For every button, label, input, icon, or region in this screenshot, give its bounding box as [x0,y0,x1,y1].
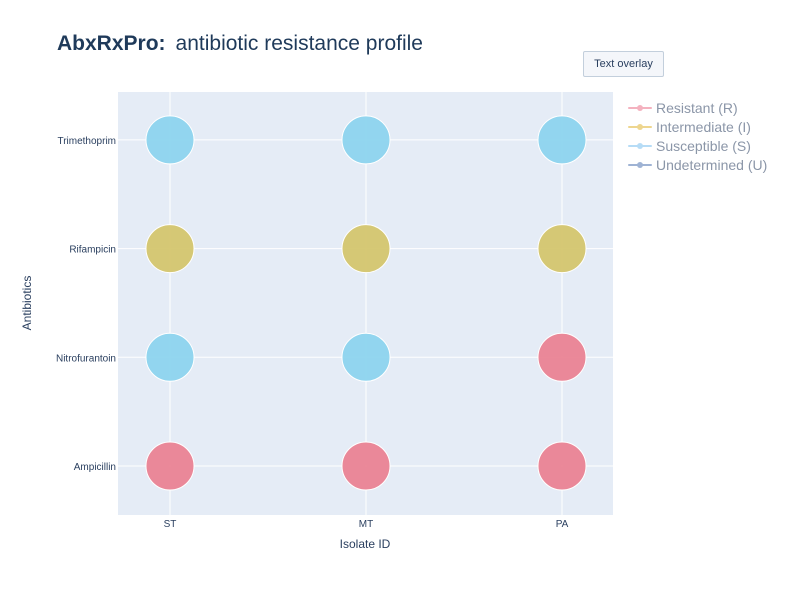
legend-swatch-icon [628,160,652,170]
data-point[interactable] [145,224,195,274]
legend: Resistant (R) Intermediate (I) Susceptible… [628,98,767,174]
x-tick-label: PA [556,519,569,530]
y-axis-label: Antibiotics [20,276,34,331]
data-point[interactable] [341,224,391,274]
x-tick-label: MT [359,519,373,530]
legend-swatch-icon [628,141,652,151]
legend-swatch-icon [628,122,652,132]
data-point[interactable] [145,332,195,382]
legend-item[interactable]: Susceptible (S) [628,136,767,155]
title-text: antibiotic resistance profile [175,32,423,55]
data-point[interactable] [537,115,587,165]
data-point[interactable] [537,441,587,491]
data-points [145,115,587,491]
legend-label: Undetermined (U) [656,156,768,173]
legend-label: Intermediate (I) [656,118,751,135]
app-brand: AbxRxPro: [57,32,166,55]
legend-label: Resistant (R) [656,99,738,116]
legend-swatch-icon [628,103,652,113]
chart-title: AbxRxPro: antibiotic resistance profile [57,32,423,56]
legend-item[interactable]: Undetermined (U) [628,155,767,174]
legend-item[interactable]: Intermediate (I) [628,117,767,136]
y-tick-label: Trimethoprim [57,136,116,147]
x-axis-ticks: ST MT PA [164,519,569,530]
text-overlay-button[interactable]: Text overlay [583,51,664,77]
y-axis-ticks: Ampicillin Nitrofurantoin Rifampicin Trimet… [56,136,116,473]
data-point[interactable] [341,115,391,165]
legend-item[interactable]: Resistant (R) [628,98,767,117]
data-point[interactable] [537,332,587,382]
legend-label: Susceptible (S) [656,137,751,154]
x-axis-label: Isolate ID [340,537,391,551]
data-point[interactable] [341,441,391,491]
y-tick-label: Nitrofurantoin [56,353,116,364]
data-point[interactable] [537,224,587,274]
x-tick-label: ST [164,519,177,530]
data-point[interactable] [145,441,195,491]
y-tick-label: Rifampicin [69,245,116,256]
y-tick-label: Ampicillin [74,462,116,473]
data-point[interactable] [145,115,195,165]
data-point[interactable] [341,332,391,382]
